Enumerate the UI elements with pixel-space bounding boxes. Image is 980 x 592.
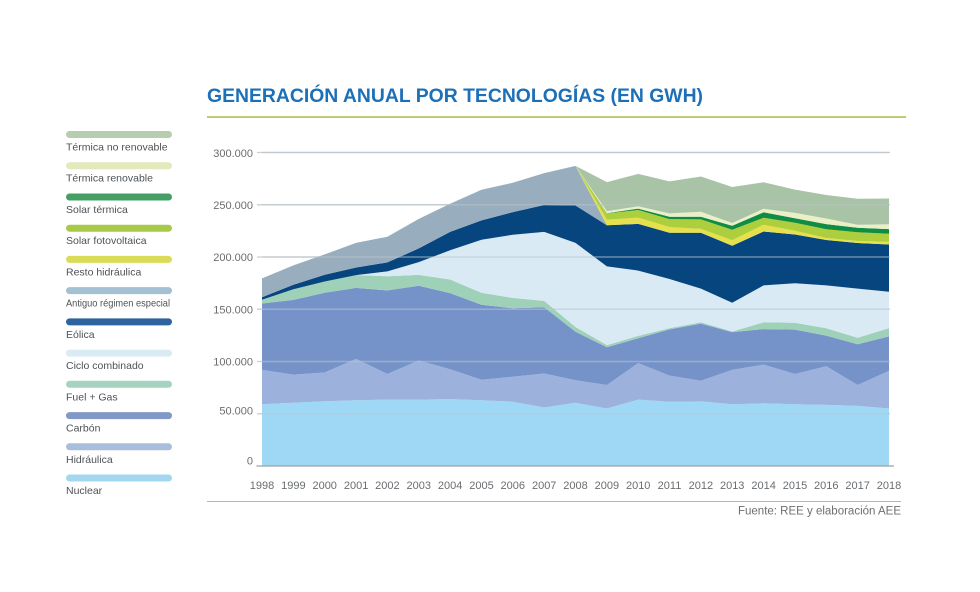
svg-text:Nuclear: Nuclear bbox=[66, 485, 103, 497]
svg-text:2007: 2007 bbox=[532, 480, 556, 492]
svg-text:300.000: 300.000 bbox=[213, 148, 253, 160]
svg-text:100.000: 100.000 bbox=[213, 356, 253, 368]
svg-text:2003: 2003 bbox=[407, 480, 431, 492]
svg-text:2001: 2001 bbox=[344, 480, 368, 492]
svg-text:2006: 2006 bbox=[501, 480, 525, 492]
svg-text:2015: 2015 bbox=[783, 480, 807, 492]
svg-text:2000: 2000 bbox=[312, 480, 336, 492]
svg-text:Antiguo régimen especial: Antiguo régimen especial bbox=[66, 298, 170, 310]
svg-text:1998: 1998 bbox=[250, 480, 274, 492]
svg-text:2013: 2013 bbox=[720, 480, 744, 492]
svg-text:2016: 2016 bbox=[814, 480, 838, 492]
svg-text:50.000: 50.000 bbox=[219, 406, 253, 418]
svg-text:Resto hidráulica: Resto hidráulica bbox=[66, 266, 141, 278]
svg-text:2005: 2005 bbox=[469, 480, 493, 492]
svg-text:Eólica: Eólica bbox=[66, 329, 95, 341]
svg-text:2002: 2002 bbox=[375, 480, 399, 492]
svg-text:Carbón: Carbón bbox=[66, 423, 101, 435]
svg-text:Fuel + Gas: Fuel + Gas bbox=[66, 391, 118, 403]
svg-text:Solar fotovoltaica: Solar fotovoltaica bbox=[66, 235, 147, 247]
svg-text:Ciclo combinado: Ciclo combinado bbox=[66, 360, 144, 372]
svg-text:150.000: 150.000 bbox=[213, 305, 253, 317]
svg-text:2011: 2011 bbox=[658, 480, 682, 492]
svg-text:Térmica no renovable: Térmica no renovable bbox=[66, 142, 168, 154]
svg-text:2004: 2004 bbox=[438, 480, 462, 492]
svg-text:2010: 2010 bbox=[626, 480, 650, 492]
svg-text:GENERACIÓN ANUAL POR TECNOLOGÍ: GENERACIÓN ANUAL POR TECNOLOGÍAS (EN GWH… bbox=[207, 83, 703, 107]
svg-text:1999: 1999 bbox=[281, 480, 305, 492]
svg-text:Solar térmica: Solar térmica bbox=[66, 204, 128, 216]
svg-text:200.000: 200.000 bbox=[213, 252, 253, 264]
svg-text:2009: 2009 bbox=[595, 480, 619, 492]
svg-text:2018: 2018 bbox=[877, 480, 901, 492]
svg-text:2012: 2012 bbox=[689, 480, 713, 492]
svg-text:Hidráulica: Hidráulica bbox=[66, 454, 113, 466]
svg-text:0: 0 bbox=[247, 456, 253, 468]
svg-text:2017: 2017 bbox=[845, 480, 869, 492]
svg-text:2008: 2008 bbox=[563, 480, 587, 492]
svg-text:Térmica renovable: Térmica renovable bbox=[66, 173, 153, 185]
svg-text:250.000: 250.000 bbox=[213, 200, 253, 212]
svg-text:2014: 2014 bbox=[751, 480, 775, 492]
svg-text:Fuente: REE y elaboración AEE: Fuente: REE y elaboración AEE bbox=[738, 506, 901, 518]
